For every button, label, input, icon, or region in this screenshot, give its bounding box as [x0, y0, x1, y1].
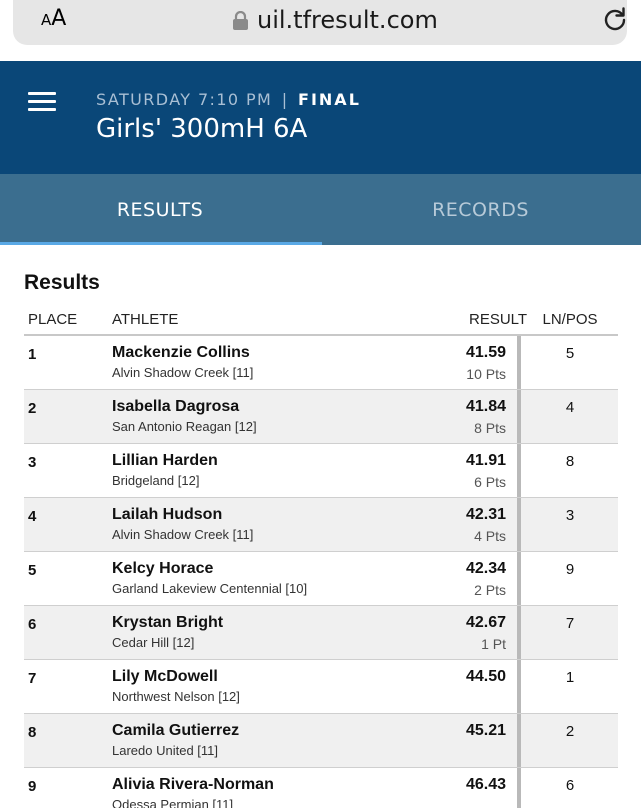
athlete-name[interactable]: Mackenzie Collins: [112, 344, 250, 361]
athlete-team: Garland Lakeview Centennial [10]: [112, 581, 308, 596]
column-divider: [517, 336, 521, 389]
athlete-team: Cedar Hill [12]: [112, 635, 195, 650]
lane-position: 9: [565, 561, 575, 578]
athlete-team: Laredo United [11]: [112, 743, 218, 758]
column-header-place: PLACE: [28, 311, 78, 328]
column-divider: [517, 390, 521, 443]
table-row[interactable]: 4 Lailah Hudson Alvin Shadow Creek [11] 42.…: [24, 498, 618, 552]
result-time: 45.21: [465, 722, 506, 739]
result-time: 41.59: [465, 344, 506, 361]
table-row[interactable]: 1 Mackenzie Collins Alvin Shadow Creek [11…: [24, 336, 618, 390]
athlete-team: Northwest Nelson [12]: [112, 689, 240, 704]
lane-position: 5: [565, 345, 575, 362]
event-day-time: SATURDAY 7:10 PM: [96, 90, 273, 109]
browser-bar: AA uil.tfresult.com: [0, 0, 641, 61]
result-time: 42.67: [465, 614, 506, 631]
athlete-team: Alvin Shadow Creek [11]: [112, 527, 254, 542]
column-divider: [517, 714, 521, 767]
event-title: Girls' 300mH 6A: [96, 114, 308, 144]
result-place: 3: [28, 454, 37, 471]
result-place: 6: [28, 616, 37, 633]
column-header-athlete: ATHLETE: [112, 311, 179, 328]
athlete-name[interactable]: Kelcy Horace: [112, 560, 214, 577]
athlete-name[interactable]: Krystan Bright: [112, 614, 224, 631]
table-row[interactable]: 8 Camila Gutierrez Laredo United [11] 45.21…: [24, 714, 618, 768]
column-divider: [517, 444, 521, 497]
column-divider: [517, 768, 521, 808]
column-header-result: RESULT: [469, 311, 528, 328]
column-header-lnpos: LN/POS: [542, 311, 598, 328]
results-table: PLACE ATHLETE RESULT LN/POS 1 Mackenzie C…: [24, 307, 618, 808]
table-row[interactable]: 5 Kelcy Horace Garland Lakeview Centennial…: [24, 552, 618, 606]
athlete-team: San Antonio Reagan [12]: [112, 419, 257, 434]
result-time: 42.34: [465, 560, 506, 577]
column-divider: [517, 552, 521, 605]
meta-separator: |: [281, 90, 289, 109]
table-row[interactable]: 9 Alivia Rivera-Norman Odessa Permian [11]…: [24, 768, 618, 808]
address-bar[interactable]: AA uil.tfresult.com: [13, 0, 627, 45]
reload-icon[interactable]: [602, 6, 628, 32]
athlete-name[interactable]: Isabella Dagrosa: [112, 398, 240, 415]
result-place: 8: [28, 724, 37, 741]
table-header: PLACE ATHLETE RESULT LN/POS: [24, 307, 618, 336]
athlete-name[interactable]: Lailah Hudson: [112, 506, 223, 523]
athlete-team: Odessa Permian [11]: [112, 797, 234, 808]
result-points: 4 Pts: [474, 528, 506, 544]
athlete-name[interactable]: Alivia Rivera-Norman: [112, 776, 274, 793]
athlete-team: Bridgeland [12]: [112, 473, 200, 488]
hamburger-menu-icon[interactable]: [28, 92, 56, 112]
result-place: 7: [28, 670, 37, 687]
result-place: 5: [28, 562, 37, 579]
result-time: 41.91: [465, 452, 506, 469]
active-tab-indicator: [0, 242, 322, 245]
table-row[interactable]: 6 Krystan Bright Cedar Hill [12] 42.67 1 Pt 7: [24, 606, 618, 660]
athlete-name[interactable]: Camila Gutierrez: [112, 722, 240, 739]
url-text[interactable]: uil.tfresult.com: [257, 6, 438, 34]
result-place: 9: [28, 778, 37, 795]
result-points: 1 Pt: [481, 636, 506, 652]
result-place: 2: [28, 400, 37, 417]
athlete-name[interactable]: Lily McDowell: [112, 668, 218, 685]
result-place: 4: [28, 508, 37, 525]
text-size-button[interactable]: AA: [41, 6, 67, 31]
table-body: 1 Mackenzie Collins Alvin Shadow Creek [11…: [24, 336, 618, 808]
lock-icon: [233, 11, 248, 30]
lane-position: 7: [565, 615, 575, 632]
lane-position: 6: [565, 777, 575, 794]
lane-position: 8: [565, 453, 575, 470]
result-points: 8 Pts: [474, 420, 506, 436]
lane-position: 2: [565, 723, 575, 740]
column-divider: [517, 606, 521, 659]
lane-position: 3: [565, 507, 575, 524]
tab-records[interactable]: RECORDS: [432, 198, 529, 221]
tab-results[interactable]: RESULTS: [116, 198, 204, 221]
result-time: 41.84: [465, 398, 506, 415]
column-divider: [517, 660, 521, 713]
result-time: 44.50: [465, 668, 506, 685]
result-place: 1: [28, 346, 37, 363]
result-points: 6 Pts: [474, 474, 506, 490]
event-meta: SATURDAY 7:10 PM | FINAL: [96, 90, 361, 109]
athlete-name[interactable]: Lillian Harden: [112, 452, 218, 469]
column-divider: [517, 498, 521, 551]
event-header: SATURDAY 7:10 PM | FINAL Girls' 300mH 6A: [0, 61, 641, 174]
athlete-team: Alvin Shadow Creek [11]: [112, 365, 254, 380]
result-points: 2 Pts: [474, 582, 506, 598]
event-status: FINAL: [298, 90, 361, 109]
table-row[interactable]: 3 Lillian Harden Bridgeland [12] 41.91 6 Pts…: [24, 444, 618, 498]
result-time: 46.43: [465, 776, 506, 793]
lane-position: 4: [565, 399, 575, 416]
section-title: Results: [24, 271, 100, 294]
result-points: 10 Pts: [466, 366, 506, 382]
result-time: 42.31: [465, 506, 506, 523]
lane-position: 1: [565, 669, 575, 686]
table-row[interactable]: 2 Isabella Dagrosa San Antonio Reagan [12]…: [24, 390, 618, 444]
tab-bar: RESULTS RECORDS: [0, 174, 641, 245]
table-row[interactable]: 7 Lily McDowell Northwest Nelson [12] 44.50…: [24, 660, 618, 714]
